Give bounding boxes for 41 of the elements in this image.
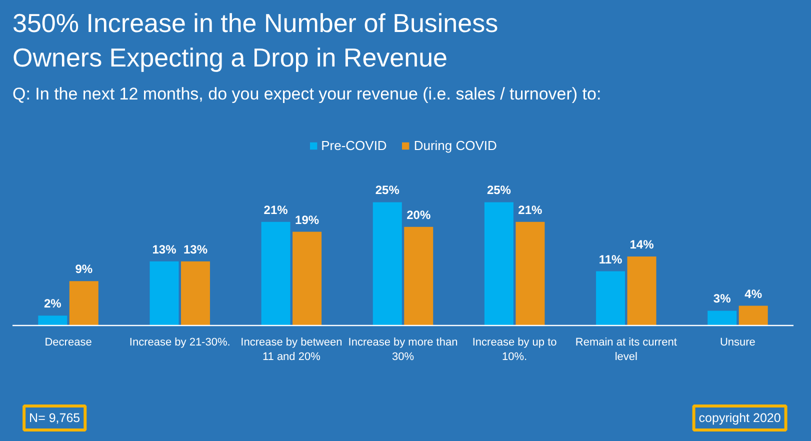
- bar: [261, 222, 290, 326]
- bar: [516, 222, 545, 326]
- data-label: 21%: [518, 202, 543, 217]
- bar: [180, 261, 210, 326]
- x-tick-label: Increase by between 11 and 20%: [240, 336, 342, 363]
- data-label: 20%: [406, 208, 431, 222]
- x-tick-label: Increase by more than 30%: [348, 336, 458, 363]
- data-label: 25%: [486, 183, 512, 198]
- x-tick-label: Unsure: [720, 336, 756, 348]
- x-tick-label: Remain at its current level: [575, 336, 677, 363]
- bar: [69, 281, 98, 326]
- bar: [292, 232, 322, 326]
- data-label: 2%: [44, 296, 62, 311]
- bar: [404, 226, 434, 326]
- bar: [708, 310, 737, 326]
- bar: [150, 261, 179, 326]
- x-tick-label: Decrease: [44, 336, 92, 348]
- data-label: 13%: [152, 242, 177, 256]
- data-label: 4%: [744, 286, 762, 301]
- data-label: 25%: [375, 183, 400, 198]
- data-label: 19%: [295, 212, 320, 227]
- text: N= 9,765: [29, 411, 80, 425]
- data-label: 11%: [598, 252, 623, 266]
- x-tick-label: Increase by up to 10%.: [472, 336, 557, 363]
- data-label: 13%: [183, 242, 208, 256]
- chart-title: 350% Increase in the Number of Business Owners Expecting a Drop in Revenue: [12, 8, 498, 72]
- data-label: 21%: [264, 202, 288, 217]
- text: copyright 2020: [698, 411, 781, 425]
- bar: [627, 256, 656, 326]
- bar: [738, 306, 768, 326]
- data-label: 9%: [75, 262, 93, 276]
- bar: [372, 202, 402, 326]
- bar: [596, 271, 626, 326]
- legend-label: During COVID: [414, 138, 497, 153]
- data-label: 14%: [630, 237, 654, 252]
- x-tick-label: Increase by 21-30%.: [129, 336, 230, 348]
- legend-label: Pre-COVID: [321, 138, 387, 153]
- data-label: 3%: [713, 292, 732, 306]
- chart-subtitle: Q: In the next 12 months, do you expect your revenue (i.e. sales / turnover) to:: [12, 84, 602, 104]
- bar: [38, 316, 68, 326]
- bar: [484, 202, 514, 326]
